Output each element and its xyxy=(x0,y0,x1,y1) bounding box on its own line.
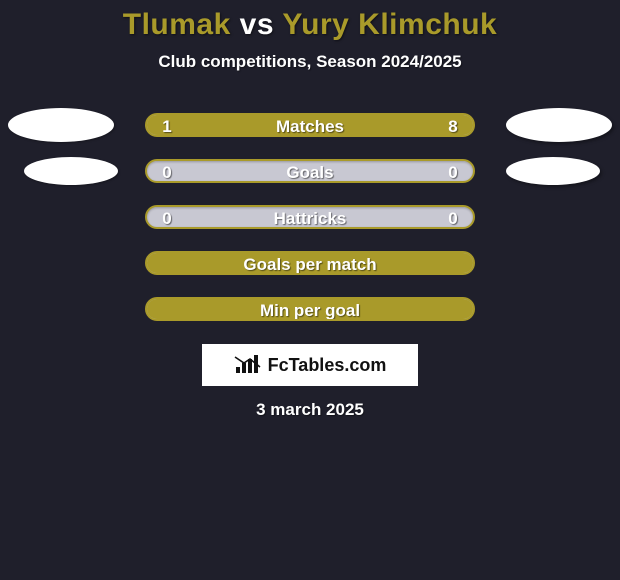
stat-value-right: 0 xyxy=(443,207,463,229)
barchart-icon xyxy=(234,355,262,375)
stat-bar: Matches18 xyxy=(145,113,475,137)
stat-bar: Hattricks0 0 xyxy=(145,205,475,229)
stat-row: Min per goal xyxy=(0,286,620,332)
logo-box[interactable]: FcTables.com xyxy=(202,344,418,386)
bar-left-fill xyxy=(147,253,473,273)
player1-name: Tlumak xyxy=(123,8,231,41)
stat-label: Goals xyxy=(147,161,473,183)
right-player-avatar xyxy=(506,108,612,142)
stat-bar: Min per goal xyxy=(145,297,475,321)
subtitle: Club competitions, Season 2024/2025 xyxy=(0,52,620,72)
stat-label: Hattricks xyxy=(147,207,473,229)
vs-word: vs xyxy=(240,8,274,41)
stat-row: Hattricks0 0 xyxy=(0,194,620,240)
date-text: 3 march 2025 xyxy=(0,400,620,420)
stat-value-left: 0 xyxy=(157,207,177,229)
bar-right-fill xyxy=(183,115,473,135)
stats-card: Tlumak vs Yury Klimchuk Club competition… xyxy=(0,0,620,580)
stat-bar: Goals per match xyxy=(145,251,475,275)
page-title: Tlumak vs Yury Klimchuk xyxy=(0,8,620,42)
right-player-avatar xyxy=(506,157,600,185)
stat-value-right: 0 xyxy=(443,161,463,183)
player2-name: Yury Klimchuk xyxy=(282,8,497,41)
stat-value-right: 8 xyxy=(443,115,463,137)
stat-value-left: 1 xyxy=(157,115,177,137)
bar-left-fill xyxy=(147,299,473,319)
stat-bar: Goals0 0 xyxy=(145,159,475,183)
stat-row: Goals per match xyxy=(0,240,620,286)
stat-value-left: 0 xyxy=(157,161,177,183)
stat-rows: Matches18Goals00Hattricks00Goals per mat… xyxy=(0,102,620,332)
logo-text: FcTables.com xyxy=(268,355,387,376)
left-player-avatar xyxy=(8,108,114,142)
left-player-avatar xyxy=(24,157,118,185)
